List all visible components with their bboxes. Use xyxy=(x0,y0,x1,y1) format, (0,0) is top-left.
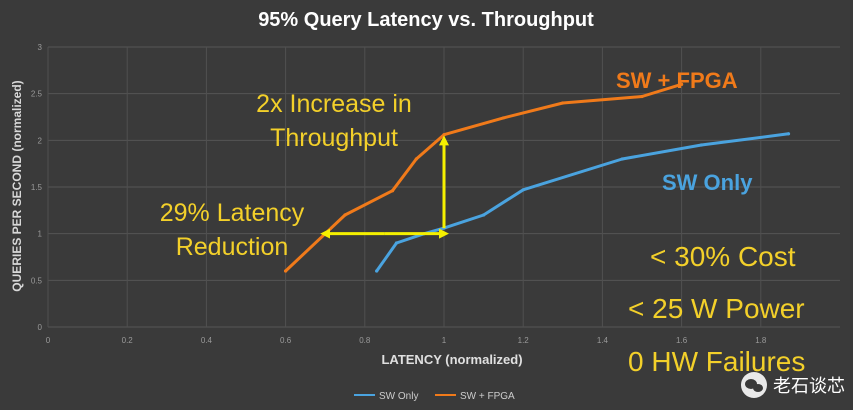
series-label-sw-fpga: SW + FPGA xyxy=(616,68,738,93)
throughput-annotation-line2: Throughput xyxy=(270,124,398,152)
y-tick-label: 2.5 xyxy=(31,90,43,99)
x-tick-label: 0 xyxy=(46,336,51,345)
legend: SW Only SW + FPGA xyxy=(354,391,515,402)
y-tick-label: 1 xyxy=(38,230,43,239)
x-tick-label: 0.4 xyxy=(201,336,213,345)
watermark-text: 老石谈芯 xyxy=(773,376,845,397)
x-axis-label: LATENCY (normalized) xyxy=(381,352,522,367)
point-sw-fpga xyxy=(414,157,418,161)
series-lines xyxy=(284,82,791,273)
point-sw-only xyxy=(786,132,791,136)
x-tick-label: 1 xyxy=(442,336,447,345)
power-annotation: < 25 W Power xyxy=(628,293,805,324)
y-tick-label: 3 xyxy=(38,43,43,52)
y-tick-label: 2 xyxy=(38,136,43,145)
y-ticks: 0 0.5 1 1.5 2 2.5 3 xyxy=(31,43,43,332)
y-tick-label: 0.5 xyxy=(31,276,43,285)
cost-annotation: < 30% Cost xyxy=(650,241,796,272)
legend-label-sw-fpga: SW + FPGA xyxy=(460,391,515,402)
point-sw-fpga xyxy=(442,133,446,137)
point-sw-fpga xyxy=(343,213,347,217)
point-sw-fpga xyxy=(680,82,684,86)
latency-annotation-line2: Reduction xyxy=(176,233,289,261)
y-tick-label: 0 xyxy=(38,323,43,332)
point-sw-fpga xyxy=(640,94,644,99)
x-tick-label: 0.8 xyxy=(359,336,371,345)
point-sw-only xyxy=(620,157,624,161)
point-sw-only xyxy=(699,143,704,147)
y-tick-label: 1.5 xyxy=(31,183,43,192)
wechat-icon xyxy=(741,372,767,398)
chart-title: 95% Query Latency vs. Throughput xyxy=(258,9,594,31)
x-tick-label: 1.4 xyxy=(597,336,609,345)
point-sw-only xyxy=(375,269,379,273)
x-tick-label: 1.6 xyxy=(676,336,688,345)
y-axis-label: QUERIES PER SECOND (normalized) xyxy=(10,80,24,291)
x-ticks: 0 0.2 0.4 0.6 0.8 1 1.2 1.4 1.6 1.8 xyxy=(46,336,767,345)
point-sw-fpga xyxy=(284,269,288,273)
legend-label-sw-only: SW Only xyxy=(379,391,418,402)
point-sw-fpga xyxy=(501,116,505,120)
throughput-annotation-line1: 2x Increase in xyxy=(256,90,412,118)
x-tick-label: 0.6 xyxy=(280,336,292,345)
series-line-sw-fpga xyxy=(284,82,684,273)
point-sw-only xyxy=(521,188,525,192)
point-sw-fpga xyxy=(561,101,565,105)
watermark: 老石谈芯 xyxy=(741,372,845,398)
point-sw-fpga xyxy=(390,189,395,193)
point-sw-only xyxy=(482,213,486,217)
x-tick-label: 1.2 xyxy=(518,336,530,345)
latency-annotation-line1: 29% Latency xyxy=(160,199,305,227)
x-tick-label: 0.2 xyxy=(122,336,134,345)
x-tick-label: 1.8 xyxy=(755,336,767,345)
series-label-sw-only: SW Only xyxy=(662,170,753,195)
point-sw-only xyxy=(394,241,399,245)
failures-annotation: 0 HW Failures xyxy=(628,346,805,377)
